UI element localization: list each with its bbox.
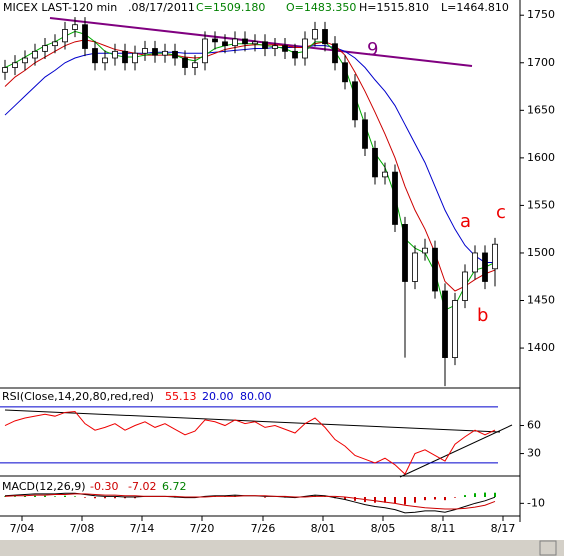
candle-body xyxy=(82,24,88,49)
x-tick-label: 7/20 xyxy=(190,522,215,535)
candle-body xyxy=(52,41,58,47)
candle-body xyxy=(312,29,318,40)
y-tick-label: 1600 xyxy=(527,151,555,164)
y-tick-label: 1750 xyxy=(527,8,555,21)
y-tick-label: 1500 xyxy=(527,246,555,259)
series-line xyxy=(4,410,496,475)
candle-body xyxy=(22,57,28,64)
x-tick-label: 8/01 xyxy=(311,522,336,535)
header-value: 55.13 xyxy=(165,390,197,403)
candle-body xyxy=(272,45,278,49)
x-tick-label: 8/11 xyxy=(431,522,456,535)
trend-line xyxy=(4,409,501,433)
x-tick-label: 7/04 xyxy=(10,522,35,535)
candle-body xyxy=(352,81,358,121)
header-value: 20.00 xyxy=(202,390,234,403)
candle-body xyxy=(482,252,488,282)
candle-body xyxy=(122,50,128,64)
trend-line xyxy=(49,17,473,67)
y-tick-label: 1400 xyxy=(527,341,555,354)
y-tick-label: -10 xyxy=(527,496,545,509)
header-value: -7.02 xyxy=(128,480,156,493)
candle-body xyxy=(32,50,38,59)
candle-body xyxy=(462,271,468,301)
header-value: O=1483.350 xyxy=(286,1,356,14)
candle-body xyxy=(62,29,68,43)
candle-body xyxy=(72,24,78,30)
x-tick-label: 7/08 xyxy=(70,522,95,535)
candle-body xyxy=(92,48,98,64)
candle-body xyxy=(182,57,188,68)
y-tick-label: 1450 xyxy=(527,294,555,307)
x-tick-label: 8/17 xyxy=(491,522,516,535)
header-value: 80.00 xyxy=(240,390,272,403)
candle-body xyxy=(342,62,348,83)
y-tick-label: 1650 xyxy=(527,103,555,116)
x-tick-label: 8/05 xyxy=(371,522,396,535)
candle-body xyxy=(112,50,118,59)
y-tick-label: 30 xyxy=(527,447,541,460)
header-value: C=1509.180 xyxy=(196,1,265,14)
candle-body xyxy=(292,50,298,59)
candle-body xyxy=(102,57,108,64)
candle-body xyxy=(452,300,458,358)
candle-body xyxy=(232,38,238,47)
scrollbar[interactable] xyxy=(0,540,564,556)
series-line xyxy=(4,45,495,263)
candle-body xyxy=(492,243,498,270)
candle-body xyxy=(252,41,258,45)
candle-body xyxy=(222,41,228,47)
candle-body xyxy=(212,38,218,43)
trend-line xyxy=(399,424,513,478)
header-value: H=1515.810 xyxy=(359,1,429,14)
annotation: c xyxy=(496,202,506,223)
y-tick-label: 60 xyxy=(527,419,541,432)
candle-body xyxy=(202,38,208,64)
candle-body xyxy=(132,52,138,64)
scroll-thumb[interactable] xyxy=(539,540,557,556)
candle-body xyxy=(242,38,248,45)
annotation: 9 xyxy=(367,39,378,60)
subtitle: .08/17/2011 xyxy=(128,1,195,14)
candle-body xyxy=(372,147,378,178)
candle-body xyxy=(432,247,438,292)
candle-body xyxy=(192,62,198,68)
candle-body xyxy=(382,171,388,178)
y-tick-label: 1550 xyxy=(527,198,555,211)
panel-title: MACD(12,26,9) xyxy=(2,480,86,493)
header-value: 6.72 xyxy=(162,480,187,493)
annotation: a xyxy=(460,211,471,232)
candle-body xyxy=(412,252,418,282)
candle-body xyxy=(402,224,408,282)
candle-body xyxy=(152,48,158,56)
x-tick-label: 7/14 xyxy=(130,522,155,535)
candle-body xyxy=(162,50,168,56)
candle-body xyxy=(322,29,328,45)
candle-body xyxy=(302,38,308,59)
candle-body xyxy=(12,62,18,68)
candle-body xyxy=(442,290,448,358)
candle-body xyxy=(472,252,478,273)
candle-body xyxy=(42,45,48,52)
annotation: b xyxy=(477,305,488,326)
candle-body xyxy=(2,67,8,73)
x-tick-label: 7/26 xyxy=(251,522,276,535)
panel-title: RSI(Close,14,20,80,red,red) xyxy=(2,390,154,403)
candle-body xyxy=(362,119,368,149)
candle-body xyxy=(422,247,428,254)
header-value: L=1464.810 xyxy=(441,1,509,14)
y-tick-label: 1700 xyxy=(527,56,555,69)
series-line xyxy=(4,493,496,510)
header-value: -0.30 xyxy=(90,480,118,493)
candle-body xyxy=(262,41,268,49)
candle-body xyxy=(392,171,398,225)
candle-body xyxy=(142,48,148,54)
candle-body xyxy=(172,50,178,59)
chart-title: MICEX LAST-120 min xyxy=(3,1,117,14)
candle-body xyxy=(282,45,288,52)
candle-body xyxy=(332,43,338,64)
